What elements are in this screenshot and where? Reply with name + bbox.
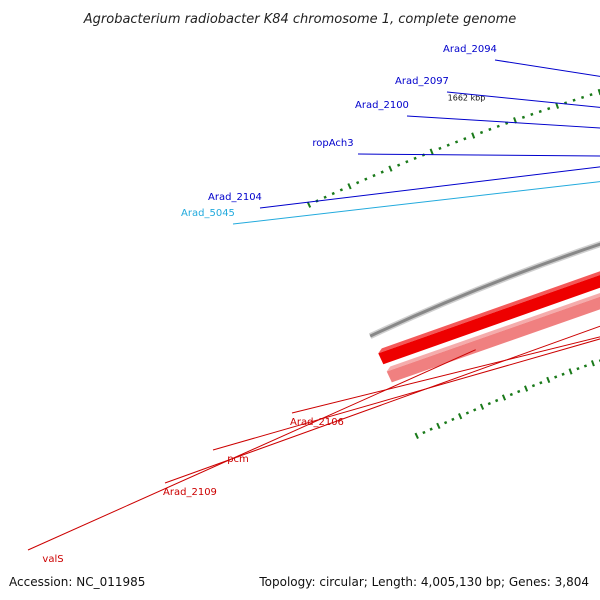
gene-label: Arad_2109: [163, 487, 217, 498]
gene-label: pcm: [227, 454, 249, 465]
tick-mark: [397, 163, 401, 167]
tick-mark: [364, 177, 368, 181]
tick-mark: [509, 392, 513, 397]
tick-mark: [488, 127, 492, 131]
tick-mark: [496, 124, 500, 128]
tick-mark: [443, 420, 448, 425]
features-layer: [378, 271, 600, 383]
backbone: [368, 241, 600, 339]
leader-line: [357, 153, 600, 157]
leader-line: [232, 181, 600, 225]
leader-line: [27, 349, 476, 551]
gene-label: Arad_2100: [355, 100, 409, 111]
tick-mark: [546, 376, 551, 384]
tick-mark: [495, 398, 499, 403]
tick-mark: [438, 146, 442, 151]
tick-tracks: [306, 88, 600, 439]
tick-mark: [539, 381, 543, 385]
tick-mark: [323, 195, 327, 199]
tick-mark: [517, 389, 521, 394]
gene-label: valS: [42, 554, 63, 565]
summary-text: Topology: circular; Length: 4,005,130 bp…: [258, 575, 589, 589]
tick-mark: [339, 188, 344, 192]
gene-label: ropAch3: [312, 138, 353, 149]
feature-vals-top: [378, 271, 600, 354]
tick-mark: [479, 130, 484, 135]
leader-line: [446, 91, 600, 108]
tick-mark: [429, 427, 433, 431]
tick-mark: [576, 367, 580, 371]
backbone-line: [369, 242, 600, 338]
feature-vals-body: [378, 275, 600, 365]
inner-tick-track: [414, 359, 600, 439]
map-title: Agrobacterium radiobacter K84 chromosome…: [83, 12, 516, 27]
tick-mark: [372, 173, 376, 178]
leader-line: [291, 336, 600, 414]
feature-vals-cog-body: [386, 296, 600, 383]
tick-mark: [568, 368, 573, 375]
gene-label: Arad_2104: [208, 192, 262, 203]
tick-mark: [561, 372, 565, 376]
tick-mark: [429, 148, 434, 155]
tick-mark: [524, 385, 529, 392]
leader-line: [164, 325, 600, 484]
tick-mark: [513, 117, 517, 124]
tick-mark: [446, 143, 450, 147]
tick-mark: [414, 432, 419, 439]
tick-mark: [331, 191, 335, 196]
leader-line: [406, 115, 600, 129]
feature-vals-cog-top: [386, 293, 600, 372]
tick-mark: [554, 375, 558, 379]
tick-mark: [458, 413, 463, 420]
tick-mark: [306, 201, 312, 208]
tick-mark: [347, 183, 352, 190]
tick-mark: [580, 95, 585, 100]
gene-label: Arad_2094: [443, 44, 497, 55]
tick-mark: [454, 140, 459, 144]
scale-label: 1662 kbp: [448, 94, 486, 103]
tick-mark: [531, 384, 536, 388]
tick-mark: [479, 403, 485, 410]
tick-mark: [422, 430, 426, 435]
gene-label: Arad_5045: [181, 208, 235, 219]
tick-mark: [590, 360, 595, 367]
outer-tick-track: [306, 88, 600, 208]
tick-mark: [547, 107, 551, 111]
tick-mark: [463, 137, 467, 141]
tick-mark: [356, 181, 360, 185]
tick-mark: [380, 170, 384, 174]
gene-label: Arad_2097: [395, 76, 449, 87]
tick-mark: [487, 401, 491, 406]
tick-mark: [555, 102, 560, 109]
feature-vals-cog: [386, 293, 600, 383]
gene-labels: Arad_2094 Arad_2097 Arad_2100 ropAch3 Arad_2…: [27, 44, 600, 565]
tick-mark: [572, 98, 576, 102]
feature-vals: [378, 271, 600, 365]
tick-mark: [521, 115, 526, 119]
tick-mark: [451, 417, 455, 422]
tick-mark: [583, 364, 588, 368]
scale-labels: 1653 kbp1654 kbp1655 kbp1656 kbp1657 kbp…: [448, 94, 486, 103]
tick-mark: [501, 394, 507, 401]
tick-mark: [436, 422, 441, 430]
accession-text: Accession: NC_011985: [9, 575, 145, 589]
leader-line: [212, 338, 600, 451]
leader-line: [259, 166, 600, 209]
tick-mark: [471, 132, 476, 139]
tick-mark: [413, 156, 417, 160]
tick-mark: [388, 165, 393, 172]
tick-mark: [538, 109, 542, 114]
tick-mark: [465, 411, 470, 415]
tick-mark: [589, 93, 593, 97]
backbone-shadow: [368, 241, 600, 339]
tick-mark: [473, 408, 477, 412]
gene-label: Arad_2106: [290, 417, 344, 428]
tick-mark: [530, 112, 534, 116]
tick-mark: [405, 160, 409, 164]
